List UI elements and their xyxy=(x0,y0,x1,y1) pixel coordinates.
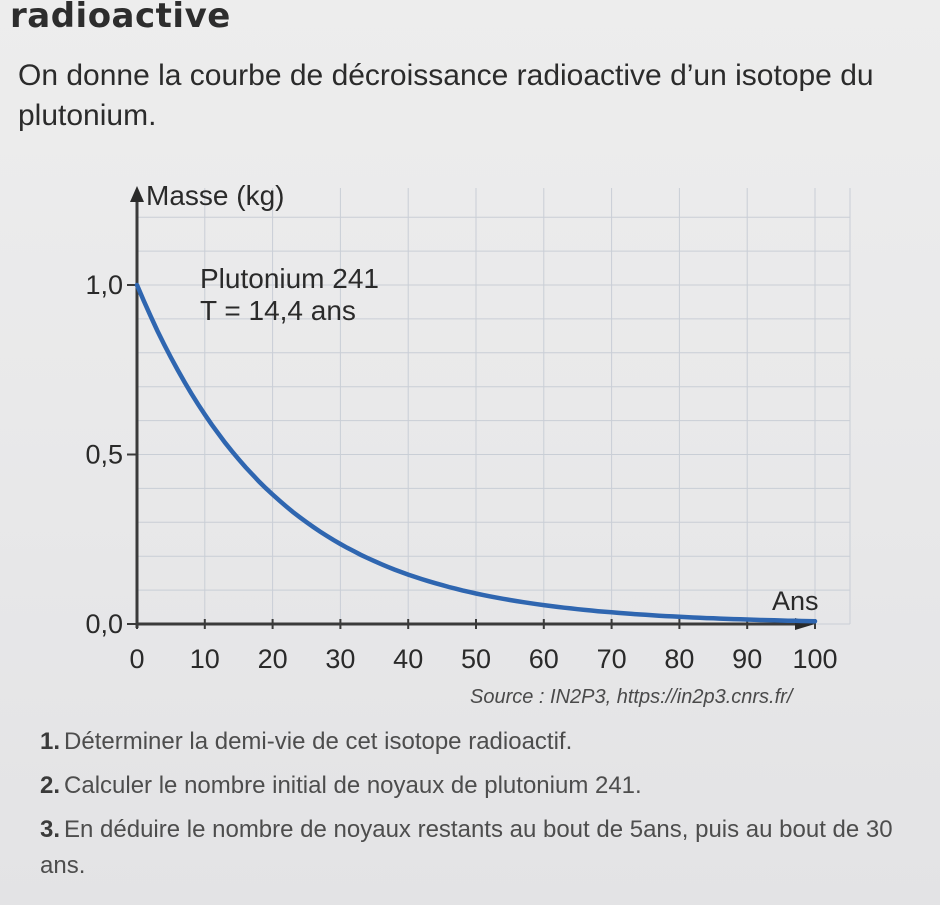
x-tick-label: 100 xyxy=(792,644,837,674)
question-list: 1. Déterminer la demi-vie de cet isotope … xyxy=(40,724,920,892)
x-tick-label: 90 xyxy=(732,644,762,674)
y-axis-label: Masse (kg) xyxy=(146,180,284,211)
question-number: 2. xyxy=(40,772,61,799)
question-text: Calculer le nombre initial de noyaux de … xyxy=(64,772,642,799)
x-tick-label: 10 xyxy=(190,644,220,674)
y-tick-label: 1,0 xyxy=(85,270,123,300)
source-caption: Source : IN2P3, https://in2p3.cnrs.fr/ xyxy=(470,686,793,708)
x-tick-label: 0 xyxy=(129,644,144,674)
x-tick-label: 30 xyxy=(325,644,355,674)
x-tick-label: 40 xyxy=(393,644,423,674)
decay-chart: 0 10 20 30 40 50 60 70 80 90 100 0,0 0,5 1,0 Masse (kg… xyxy=(85,180,851,674)
y-tick-label: 0,0 xyxy=(85,609,123,639)
question-number: 3. xyxy=(40,816,61,843)
chart-container: 0 10 20 30 40 50 60 70 80 90 100 0,0 0,5 1,0 Masse (kg… xyxy=(0,150,940,730)
x-axis-label: Ans xyxy=(772,586,819,616)
question-item: 3. En déduire le nombre de noyaux restant… xyxy=(40,812,920,884)
x-tick-label: 70 xyxy=(597,644,627,674)
question-item: 2. Calculer le nombre initial de noyaux d… xyxy=(40,768,920,804)
series-annotation-name: Plutonium 241 xyxy=(200,263,379,294)
question-text: Déterminer la demi-vie de cet isotope ra… xyxy=(64,728,573,755)
y-tick-label: 0,5 xyxy=(85,440,123,470)
x-tick-label: 60 xyxy=(529,644,559,674)
intro-text: On donne la courbe de décroissance radio… xyxy=(18,59,874,132)
x-tick-label: 80 xyxy=(664,644,694,674)
section-heading: radioactive xyxy=(10,0,231,36)
question-number: 1. xyxy=(40,728,61,755)
x-tick-label: 20 xyxy=(258,644,288,674)
y-axis-arrow xyxy=(130,186,144,202)
x-tick-label: 50 xyxy=(461,644,491,674)
question-text: En déduire le nombre de noyaux restants … xyxy=(40,816,893,879)
series-annotation-halflife: T = 14,4 ans xyxy=(200,295,356,326)
question-item: 1. Déterminer la demi-vie de cet isotope … xyxy=(40,724,920,760)
